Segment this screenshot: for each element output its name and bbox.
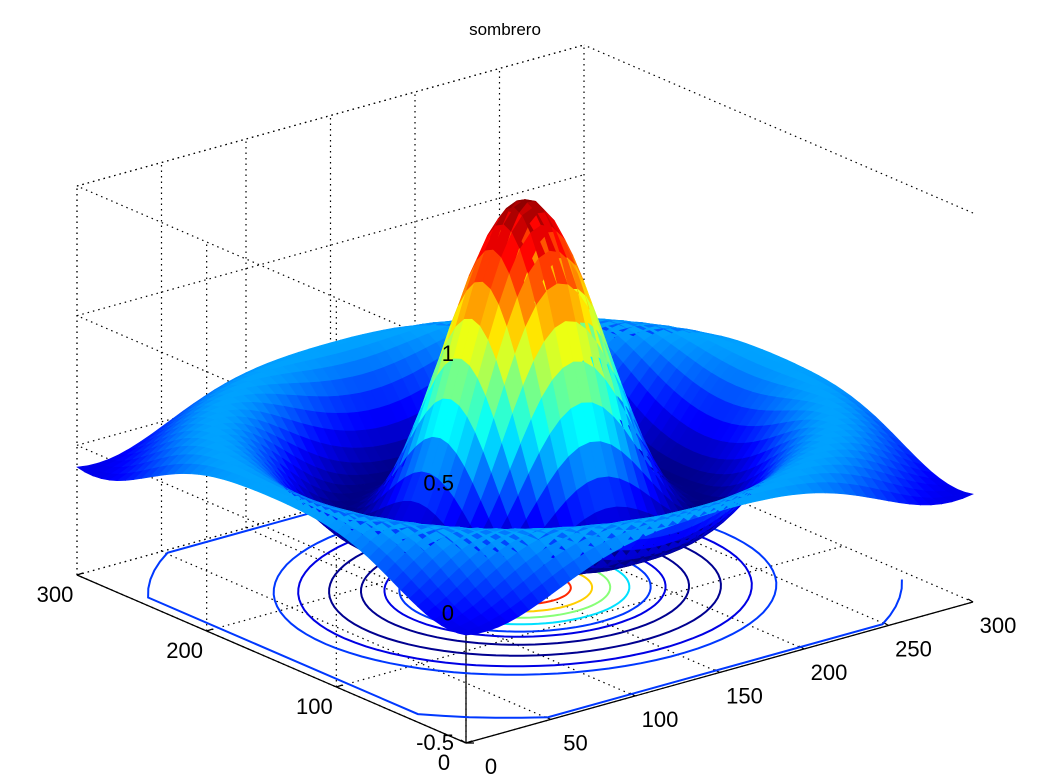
z-tick-label: 1 [442,341,454,366]
y-tick-mark [76,572,84,576]
z-tick-label: 0.5 [423,471,454,496]
y-tick-mark [465,740,473,744]
y-tick-label: 100 [296,694,333,719]
x-tick-label: 250 [895,637,932,662]
x-tick-label: 100 [642,707,679,732]
y-tick-label: 0 [438,750,450,775]
x-tick-label: 300 [980,613,1017,638]
surface-mesh [76,199,974,636]
grid-line-z-left [76,185,467,355]
y-tick-label: 200 [166,638,203,663]
grid-line-x-floor [245,527,636,697]
surface-facet [953,491,974,499]
y-tick-mark [336,684,343,688]
z-tick-label: -0.5 [416,730,454,755]
x-tick-label: 150 [726,684,763,709]
x-tick-label: 0 [485,754,497,779]
grid-line-z-back [76,44,585,187]
y-axis-line [76,574,467,744]
x-tick-mark [460,739,467,744]
x-tick-label: 50 [563,731,587,756]
x-tick-mark [967,598,974,603]
y-tick-mark [206,628,213,632]
chart-title: sombrero [469,20,541,39]
z-tick-label: 0 [442,600,454,625]
box-edge-top [583,44,974,214]
x-tick-label: 200 [811,660,848,685]
box-edge-top [76,44,585,187]
y-tick-label: 300 [37,582,74,607]
grid-line-z-left [76,315,467,485]
grid-line-x-floor [161,550,551,721]
